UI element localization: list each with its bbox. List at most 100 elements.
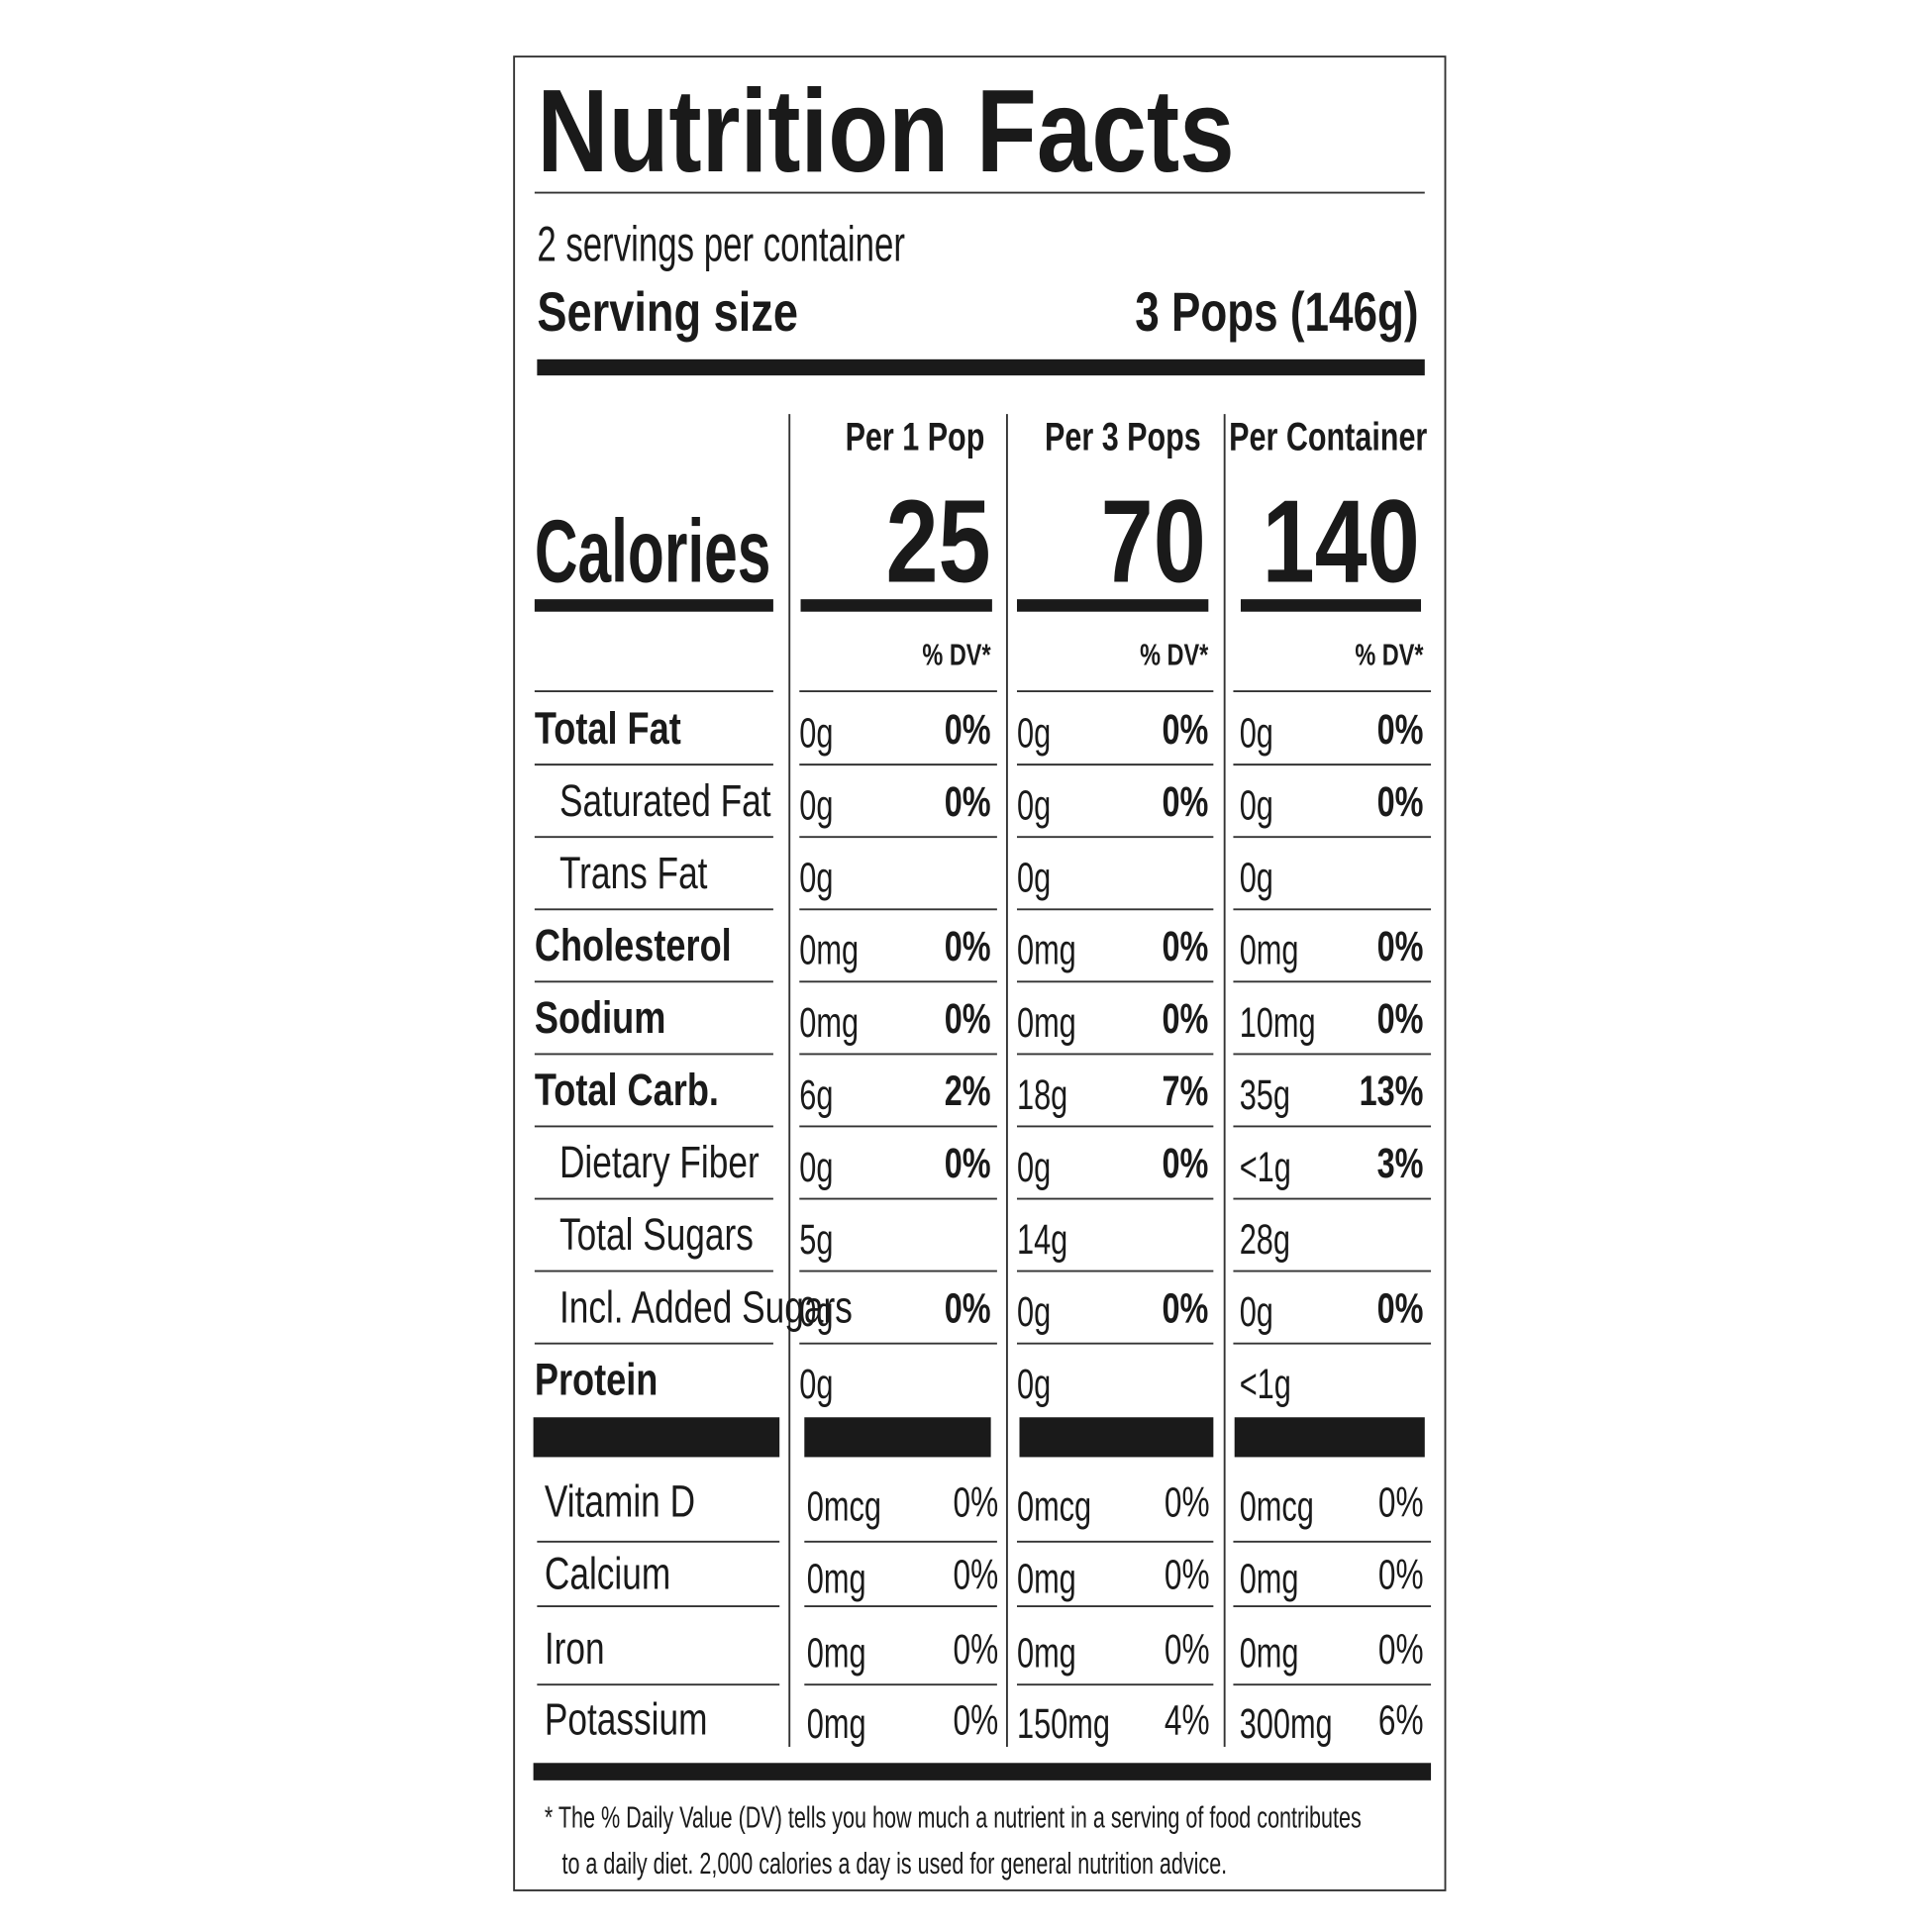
dv-header: % DV* bbox=[1355, 640, 1423, 672]
nutrient-name: Total Fat bbox=[535, 703, 681, 754]
amount: 0mcg bbox=[1017, 1482, 1091, 1530]
amount: 0g bbox=[1240, 1288, 1273, 1336]
nutrient-name: Total Carb. bbox=[535, 1065, 719, 1115]
amount: 0g bbox=[1017, 855, 1051, 902]
calories-value: 25 bbox=[885, 476, 990, 608]
amount: 0mg bbox=[807, 1555, 866, 1602]
column-header: Per 1 Pop bbox=[846, 414, 985, 458]
daily-value: 0% bbox=[954, 1552, 999, 1599]
daily-value: 0% bbox=[1162, 778, 1208, 826]
daily-value: 2% bbox=[945, 1068, 991, 1115]
vitamin-name: Potassium bbox=[545, 1693, 708, 1744]
title: Nutrition Facts bbox=[537, 65, 1234, 197]
amount: 0mg bbox=[1017, 1555, 1076, 1602]
daily-value: 0% bbox=[1377, 995, 1424, 1043]
section-bar bbox=[804, 1417, 991, 1458]
daily-value: 0% bbox=[1378, 1479, 1424, 1527]
amount: <1g bbox=[1240, 1361, 1291, 1408]
amount: 0g bbox=[799, 1361, 833, 1408]
section-bar bbox=[1234, 1417, 1425, 1458]
dv-header: % DV* bbox=[1140, 640, 1208, 672]
amount: 0mcg bbox=[1240, 1482, 1314, 1530]
daily-value: 0% bbox=[945, 778, 991, 826]
amount: 150mg bbox=[1017, 1700, 1110, 1748]
amount: 10mg bbox=[1240, 999, 1316, 1047]
sub-nutrient-name: Total Sugars bbox=[559, 1209, 754, 1260]
daily-value: 0% bbox=[945, 1140, 991, 1187]
sub-nutrient-name: Incl. Added Sugars bbox=[559, 1281, 853, 1332]
daily-value: 0% bbox=[954, 1479, 999, 1527]
amount: 0mcg bbox=[807, 1482, 881, 1530]
sub-nutrient-name: Saturated Fat bbox=[559, 775, 771, 826]
calories-rule bbox=[1016, 599, 1209, 612]
amount: 0g bbox=[799, 1144, 833, 1191]
amount: 0mg bbox=[1017, 999, 1076, 1047]
amount: 0mg bbox=[1240, 1555, 1299, 1602]
calories-label: Calories bbox=[535, 502, 771, 602]
daily-value: 0% bbox=[1165, 1479, 1210, 1527]
column-header: Per 3 Pops bbox=[1045, 414, 1201, 458]
amount: 35g bbox=[1240, 1071, 1290, 1119]
label-border bbox=[513, 55, 1447, 1891]
amount: 0mg bbox=[807, 1630, 866, 1678]
daily-value: 0% bbox=[954, 1696, 999, 1744]
amount: 0g bbox=[799, 782, 833, 830]
daily-value: 0% bbox=[954, 1626, 999, 1674]
amount: 0g bbox=[1017, 782, 1051, 830]
amount: 0g bbox=[1017, 1361, 1051, 1408]
nutrient-name: Protein bbox=[535, 1354, 659, 1404]
calories-rule bbox=[534, 599, 773, 612]
daily-value: 0% bbox=[1162, 706, 1208, 754]
amount: 0mg bbox=[1240, 1630, 1299, 1678]
daily-value: 0% bbox=[1165, 1552, 1210, 1599]
daily-value: 0% bbox=[1165, 1626, 1210, 1674]
serving-size-value: 3 Pops (146g) bbox=[1135, 281, 1418, 343]
amount: <1g bbox=[1240, 1144, 1291, 1191]
vitamin-name: Calcium bbox=[545, 1549, 670, 1599]
daily-value: 0% bbox=[1377, 706, 1424, 754]
vitamin-name: Vitamin D bbox=[545, 1476, 695, 1527]
sub-nutrient-name: Dietary Fiber bbox=[559, 1137, 760, 1187]
amount: 0mg bbox=[807, 1700, 866, 1748]
calories-rule bbox=[800, 599, 992, 612]
amount: 300mg bbox=[1240, 1700, 1333, 1748]
daily-value: 0% bbox=[1377, 1284, 1424, 1332]
nutrient-name: Cholesterol bbox=[535, 920, 732, 970]
column-header: Per Container bbox=[1229, 414, 1427, 458]
thick-rule bbox=[537, 358, 1425, 376]
daily-value: 6% bbox=[1378, 1696, 1424, 1744]
amount: 0mg bbox=[1240, 927, 1299, 974]
daily-value: 0% bbox=[1377, 778, 1424, 826]
amount: 28g bbox=[1240, 1216, 1290, 1264]
footnote: to a daily diet. 2,000 calories a day is… bbox=[561, 1848, 1227, 1881]
serving-size-label: Serving size bbox=[537, 281, 798, 343]
calories-value: 70 bbox=[1101, 476, 1206, 608]
amount: 0g bbox=[1240, 782, 1273, 830]
amount: 0g bbox=[1240, 710, 1273, 758]
calories-value: 140 bbox=[1263, 476, 1420, 608]
servings-per-container: 2 servings per container bbox=[537, 217, 905, 272]
daily-value: 7% bbox=[1162, 1068, 1208, 1115]
amount: 6g bbox=[799, 1071, 833, 1119]
sub-nutrient-name: Trans Fat bbox=[559, 848, 708, 898]
daily-value: 4% bbox=[1165, 1696, 1210, 1744]
amount: 5g bbox=[799, 1216, 833, 1264]
daily-value: 0% bbox=[1377, 923, 1424, 970]
amount: 0g bbox=[1017, 1288, 1051, 1336]
daily-value: 0% bbox=[945, 995, 991, 1043]
amount: 0g bbox=[799, 855, 833, 902]
daily-value: 0% bbox=[1162, 1140, 1208, 1187]
section-bar bbox=[533, 1417, 780, 1458]
daily-value: 0% bbox=[1162, 1284, 1208, 1332]
daily-value: 0% bbox=[1378, 1552, 1424, 1599]
amount: 0g bbox=[799, 710, 833, 758]
amount: 14g bbox=[1017, 1216, 1067, 1264]
calories-rule bbox=[1240, 599, 1422, 612]
amount: 0g bbox=[1240, 855, 1273, 902]
daily-value: 0% bbox=[945, 706, 991, 754]
daily-value: 3% bbox=[1377, 1140, 1424, 1187]
amount: 0g bbox=[1017, 1144, 1051, 1191]
section-bar bbox=[1019, 1417, 1214, 1458]
